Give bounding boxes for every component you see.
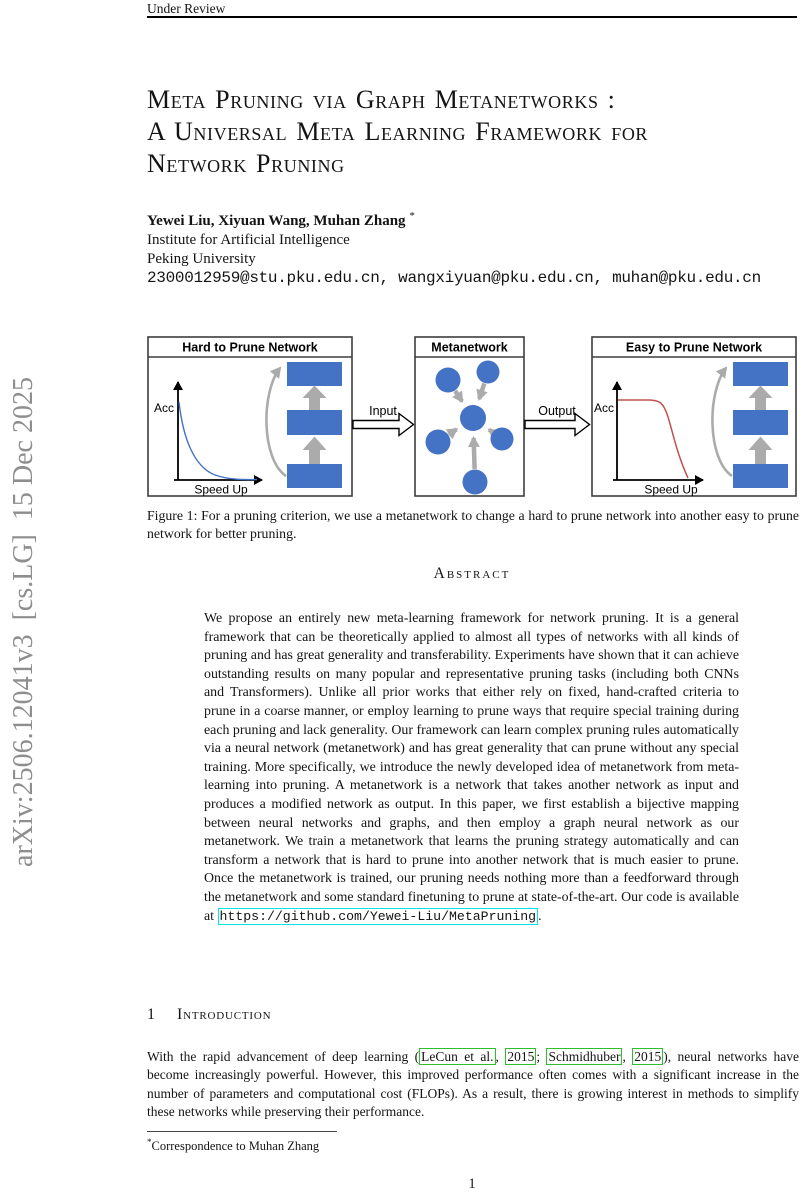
up-arrow-icon [302,436,327,464]
graph-edge-arrow [476,382,488,401]
graph-node [476,360,500,384]
paper-title-line3: Network Pruning [147,149,345,178]
code-repository-link[interactable]: https://github.com/Yewei-Liu/MetaPruning [217,907,539,925]
acc-axis-label: Acc [154,401,174,415]
graph-node [435,367,461,393]
up-arrow-icon [748,385,773,410]
authors-block: Yewei Liu, Xiyuan Wang, Muhan Zhang * In… [147,207,797,288]
output-label: Output [538,404,576,418]
speedup-axis-label: Speed Up [194,483,248,497]
output-flow: Output [524,404,591,437]
author-names: Yewei Liu, Xiyuan Wang, Muhan Zhang * [147,207,797,231]
accuracy-curve-blue [178,401,258,481]
page-number: 1 [468,1176,476,1192]
panel-title: Metanetwork [431,341,507,355]
network-layer-block [733,464,788,488]
network-layer-block [287,410,342,435]
hollow-right-arrow-icon [352,412,415,437]
figure-1-diagram: Hard to Prune Network Acc Speed Up Input… [147,336,797,497]
network-layer-block [733,362,788,386]
graph-node [425,429,451,455]
graph-edge-arrow [467,436,480,470]
arxiv-watermark: arXiv:2506.12041v3 [cs.LG] 15 Dec 2025 [8,377,39,867]
footnote-text: Correspondence to Muhan Zhang [151,1139,320,1154]
text-segment: ), neural networks have become increasin… [147,1049,800,1119]
network-layer-block [287,362,342,386]
panel-hard-to-prune: Hard to Prune Network Acc Speed Up [147,336,353,497]
text-segment: , [495,1049,506,1064]
correspondence-footnote: *Correspondence to Muhan Zhang [147,1137,797,1154]
input-label: Input [369,404,397,418]
abstract-heading: Abstract [433,565,511,582]
running-header: Under Review [147,1,226,16]
panel-title: Hard to Prune Network [182,341,317,355]
skip-connection-arrow [711,366,733,478]
panel-title: Easy to Prune Network [626,341,762,355]
text-segment: With the rapid advancement of deep learn… [147,1049,420,1064]
affiliation-line: Peking University [147,251,256,267]
abstract-text: We propose an entirely new meta-learning… [204,611,739,924]
graph-center-node [460,405,486,431]
footnote-rule [147,1131,337,1132]
graph-edge-arrow [487,427,501,440]
paper-title-line2: A Universal Meta Learning Framework for [147,117,649,146]
graph-edge-arrow [445,427,459,440]
header-rule [147,16,797,18]
citation-link[interactable]: 2015 [632,1048,664,1065]
abstract-text-after-link: . [538,908,542,924]
text-segment: ; [536,1049,547,1064]
author-names-text: Yewei Liu, Xiyuan Wang, Muhan Zhang [147,213,406,229]
panel-metanetwork: Metanetwork [414,336,525,497]
author-emails[interactable]: 2300012959@stu.pku.edu.cn, wangxiyuan@pk… [147,269,761,287]
panel-easy-to-prune: Easy to Prune Network Acc Speed Up [591,336,797,497]
citation-link[interactable]: LeCun et al. [419,1048,496,1065]
introduction-paragraph: With the rapid advancement of deep learn… [147,1048,799,1121]
graph-node [490,427,514,451]
section-title: Introduction [177,1006,272,1023]
text-segment: , [622,1049,633,1064]
speedup-axis-label: Speed Up [644,483,698,497]
figure-caption: Figure 1: For a pruning criterion, we us… [147,508,799,541]
affiliation-line: Institute for Artificial Intelligence [147,232,350,248]
paper-title-line1: Meta Pruning via Graph Metanetworks : [147,85,616,114]
section-number: 1 [147,1006,155,1023]
network-layer-block [733,410,788,435]
up-arrow-icon [302,385,327,410]
accuracy-curve-red [618,399,689,479]
section-heading-introduction: 1 Introduction [147,1006,797,1024]
paper-title: Meta Pruning via Graph Metanetworks : A … [147,84,802,180]
input-flow: Input [352,404,415,437]
skip-connection-arrow [265,366,287,478]
author-footnote-marker: * [409,210,415,222]
abstract-body: We propose an entirely new meta-learning… [204,610,739,926]
up-arrow-icon [748,436,773,464]
network-layer-block [287,464,342,488]
graph-node [462,469,488,495]
acc-axis-label: Acc [594,401,614,415]
hollow-right-arrow-icon [524,412,591,437]
citation-link[interactable]: 2015 [505,1048,537,1065]
footnote-marker: * [147,1137,152,1147]
citation-link[interactable]: Schmidhuber [546,1048,623,1065]
graph-edge-arrow [452,389,464,403]
